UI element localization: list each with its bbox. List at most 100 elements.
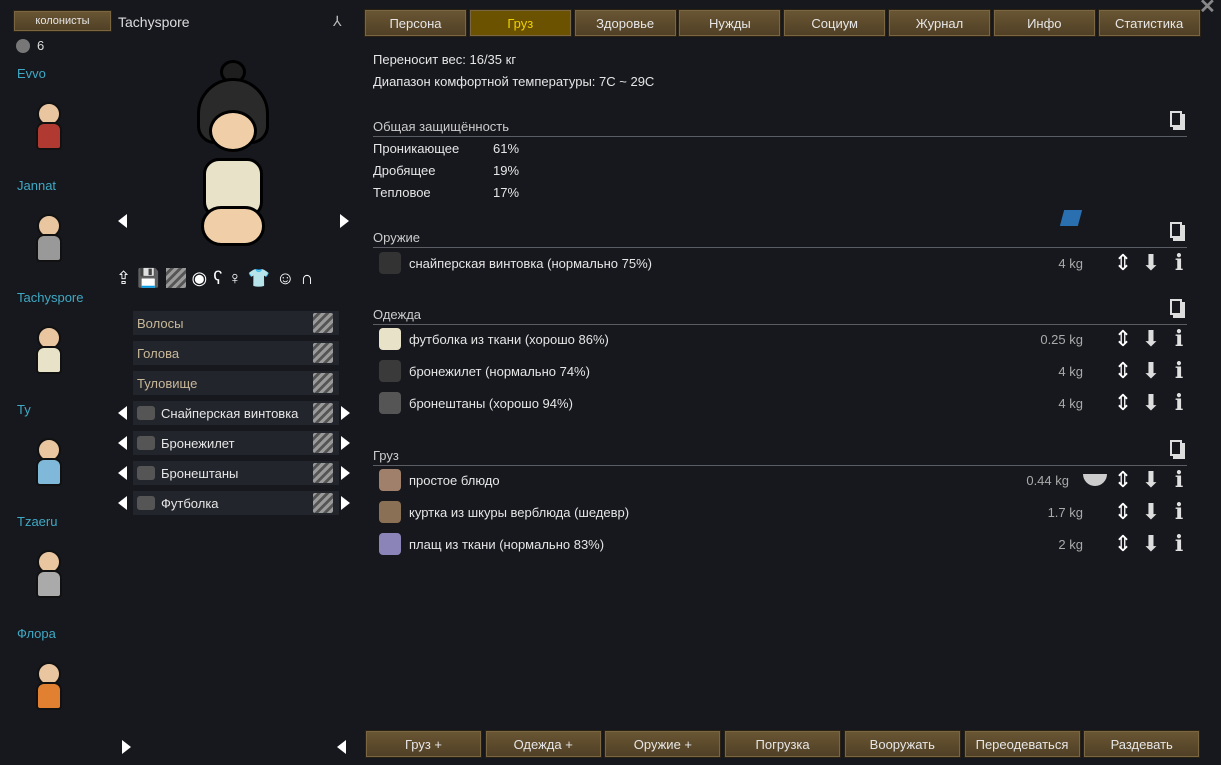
bottom-button[interactable]: Оружие + [604, 730, 722, 758]
apparel-slot[interactable]: Волосы [133, 311, 339, 335]
slot-prev-arrow[interactable] [118, 466, 127, 480]
drop-arrow-icon[interactable]: ⬇ [1141, 390, 1161, 415]
colonist-name[interactable]: Флора [17, 626, 56, 641]
slot-prev-arrow[interactable] [118, 406, 127, 420]
pawn-portrait [195, 60, 271, 248]
apparel-slot[interactable]: Футболка [133, 491, 339, 515]
colonist-portrait[interactable] [34, 326, 64, 376]
copy-icon[interactable] [1170, 111, 1182, 127]
gear-item[interactable]: плащ из ткани (нормально 83%) 2 kg ⇕ ⬇ i [379, 530, 1189, 558]
drop-arrow-icon[interactable]: ⬇ [1141, 250, 1161, 275]
colonist-portrait[interactable] [34, 550, 64, 600]
gear-item[interactable]: снайперская винтовка (нормально 75%) 4 kg… [379, 249, 1189, 277]
swap-arrows-icon[interactable]: ⇕ [1113, 467, 1133, 492]
scroll-right-arrow[interactable] [122, 740, 131, 754]
bottom-button[interactable]: Переодеваться [963, 730, 1081, 758]
info-icon[interactable]: i [1174, 467, 1184, 493]
slot-next-arrow[interactable] [341, 466, 350, 480]
colonist-portrait[interactable] [34, 662, 64, 712]
colonist-portrait[interactable] [34, 214, 64, 264]
info-icon[interactable]: i [1174, 531, 1184, 557]
apparel-slot[interactable]: Туловище [133, 371, 339, 395]
slot-next-arrow[interactable] [341, 406, 350, 420]
slot-next-arrow[interactable] [341, 436, 350, 450]
hatch-icon[interactable] [313, 343, 333, 363]
close-icon[interactable]: ✕ [1199, 0, 1216, 18]
body-icon[interactable]: ◉ [191, 268, 208, 288]
apparel-slot[interactable]: Бронежилет [133, 431, 339, 455]
info-icon[interactable]: i [1174, 326, 1184, 352]
swap-arrows-icon[interactable]: ⇕ [1113, 326, 1133, 351]
swap-arrows-icon[interactable]: ⇕ [1113, 390, 1133, 415]
colonist-name[interactable]: Ty [17, 402, 31, 417]
tab[interactable]: Инфо [992, 9, 1096, 37]
hatch-icon[interactable] [313, 313, 333, 333]
ear-icon[interactable]: ʕ [213, 268, 223, 288]
bottom-button[interactable]: Раздевать [1083, 730, 1201, 758]
headphones-icon[interactable]: ∩ [300, 268, 314, 288]
hatch-icon[interactable] [313, 463, 333, 483]
colonist-portrait[interactable] [34, 438, 64, 488]
tab[interactable]: Груз [468, 9, 572, 37]
bottom-button[interactable]: Вооружать [843, 730, 961, 758]
info-icon[interactable]: i [1174, 358, 1184, 384]
scroll-left-arrow[interactable] [337, 740, 346, 754]
drop-arrow-icon[interactable]: ⬇ [1141, 531, 1161, 556]
apparel-slot[interactable]: Бронештаны [133, 461, 339, 485]
colonists-button[interactable]: колонисты [13, 10, 112, 32]
drop-arrow-icon[interactable]: ⬇ [1141, 467, 1161, 492]
hatch-icon[interactable] [313, 493, 333, 513]
apparel-slot[interactable]: Снайперская винтовка [133, 401, 339, 425]
slot-prev-arrow[interactable] [118, 496, 127, 510]
info-icon[interactable]: i [1174, 250, 1184, 276]
gear-item[interactable]: бронежилет (нормально 74%) 4 kg ⇕ ⬇ i [379, 357, 1189, 385]
colonist-name[interactable]: Jannat [17, 178, 57, 193]
female-icon[interactable]: ♀ [228, 268, 242, 288]
swap-arrows-icon[interactable]: ⇕ [1113, 358, 1133, 383]
bottom-button[interactable]: Груз + [365, 730, 482, 758]
tab[interactable]: Журнал [888, 9, 991, 37]
eat-bowl-icon[interactable] [1083, 474, 1107, 486]
tab[interactable]: Социум [783, 9, 887, 37]
drop-arrow-icon[interactable]: ⬇ [1141, 499, 1161, 524]
colonist-name[interactable]: Tzaeru [17, 514, 58, 529]
swap-arrows-icon[interactable]: ⇕ [1113, 499, 1133, 524]
swap-arrows-icon[interactable]: ⇕ [1113, 250, 1133, 275]
face-icon[interactable]: ☺ [276, 268, 295, 288]
slot-prev-arrow[interactable] [118, 436, 127, 450]
tab[interactable]: Статистика [1097, 9, 1201, 37]
shirt-icon[interactable]: 👕 [247, 268, 271, 288]
prev-arrow[interactable] [118, 214, 127, 228]
hatch-icon[interactable] [165, 268, 186, 288]
next-arrow[interactable] [340, 214, 349, 228]
swap-arrows-icon[interactable]: ⇕ [1113, 531, 1133, 556]
hatch-icon[interactable] [313, 373, 333, 393]
colonist-name[interactable]: Evvo [17, 66, 46, 81]
gear-item[interactable]: бронештаны (хорошо 94%) 4 kg ⇕ ⬇ i [379, 389, 1189, 417]
drop-arrow-icon[interactable]: ⬇ [1141, 326, 1161, 351]
export-icon[interactable]: ⇪ [116, 268, 132, 288]
colonist-name[interactable]: Tachyspore [17, 290, 84, 305]
drop-arrow-icon[interactable]: ⬇ [1141, 358, 1161, 383]
save-icon[interactable]: 💾 [137, 268, 160, 288]
tab[interactable]: Персона [364, 9, 467, 37]
gear-item[interactable]: куртка из шкуры верблюда (шедевр) 1.7 kg ⇕… [379, 498, 1189, 526]
copy-icon[interactable] [1170, 299, 1182, 315]
bottom-button[interactable]: Погрузка [724, 730, 842, 758]
info-icon[interactable]: i [1174, 499, 1184, 525]
colonist-portrait[interactable] [34, 102, 64, 152]
section-title: Оружие [373, 230, 421, 245]
gear-item[interactable]: простое блюдо 0.44 kg ⇕ ⬇ i [379, 466, 1189, 494]
hatch-icon[interactable] [313, 403, 333, 423]
copy-icon[interactable] [1170, 440, 1182, 456]
bottom-button[interactable]: Одежда + [484, 730, 602, 758]
slot-next-arrow[interactable] [341, 496, 350, 510]
hatch-icon[interactable] [313, 433, 333, 453]
tab[interactable]: Здоровье [573, 9, 677, 37]
random-icon[interactable]: ⅄ [333, 13, 342, 29]
copy-icon[interactable] [1170, 222, 1182, 238]
tab[interactable]: Нужды [678, 9, 782, 37]
info-icon[interactable]: i [1174, 390, 1184, 416]
apparel-slot[interactable]: Голова [133, 341, 339, 365]
gear-item[interactable]: футболка из ткани (хорошо 86%) 0.25 kg ⇕ ⬇ i [379, 325, 1189, 353]
